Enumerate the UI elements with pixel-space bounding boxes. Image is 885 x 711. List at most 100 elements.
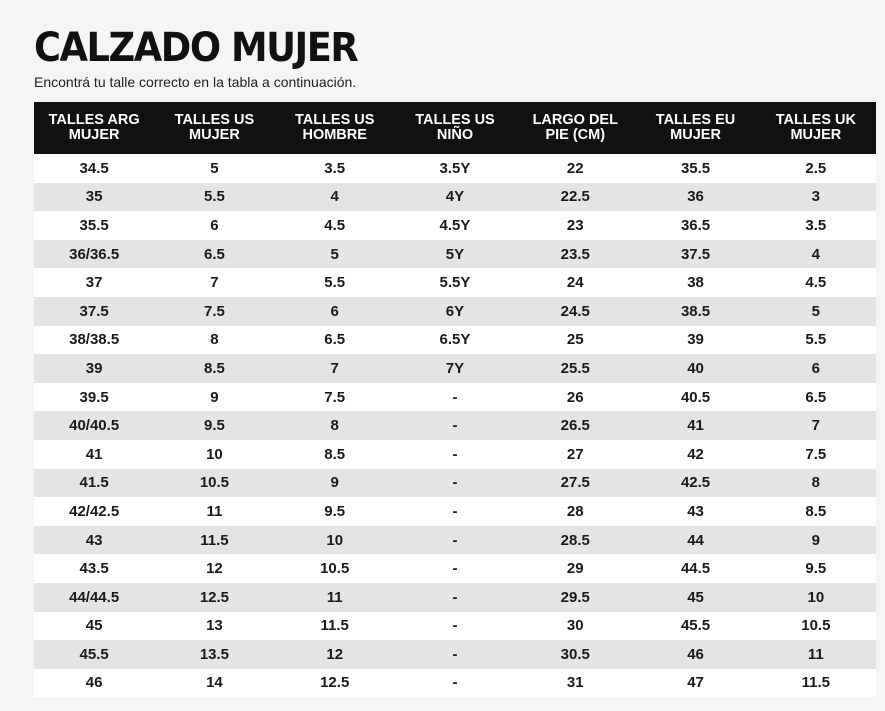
header-largo-del-pie: LARGO DEL PIE (CM) (515, 102, 636, 154)
table-cell: 22 (515, 154, 636, 183)
table-cell: 40 (635, 354, 756, 383)
table-cell: 34.5 (34, 154, 155, 183)
table-cell: 43 (34, 525, 155, 555)
table-cell: 39.5 (34, 382, 155, 412)
table-cell: 10 (274, 525, 395, 555)
table-cell: 12.5 (154, 582, 275, 612)
table-cell: 7 (755, 411, 876, 440)
table-header-row: TALLES ARG MUJER TALLES US MUJER TALLES US… (34, 102, 876, 154)
table-cell: 36.5 (635, 211, 756, 240)
table-cell: - (394, 497, 516, 526)
table-cell: 46 (635, 640, 756, 669)
table-cell: 12 (154, 554, 275, 583)
table-cell: 12.5 (274, 668, 395, 698)
table-row: 39.5 9 7.5-26 40.5 6.5 (34, 382, 876, 412)
table-cell: 9.5 (274, 497, 395, 526)
table-cell: 3.5 (274, 154, 395, 183)
table-cell: 40.5 (635, 382, 756, 412)
table-cell: 9 (755, 525, 876, 555)
table-cell: 29.5 (515, 582, 636, 612)
table-cell: 26 (515, 382, 636, 412)
table-cell: 25 (515, 325, 636, 355)
table-cell: 11 (274, 582, 395, 612)
table-cell: 24 (515, 268, 636, 297)
table-row: 38/38.5 8 6.5 6.5Y 25 39 5.5 (34, 325, 876, 355)
table-cell: 4.5 (755, 268, 876, 297)
table-cell: 3.5Y (394, 154, 516, 183)
table-cell: 8.5 (755, 497, 876, 526)
table-cell: 6Y (394, 296, 516, 326)
table-cell: 38/38.5 (34, 325, 155, 355)
table-cell: - (394, 525, 516, 555)
table-cell: 8.5 (154, 354, 275, 383)
header-talles-us-hombre: TALLES US HOMBRE (274, 102, 395, 154)
table-cell: 28.5 (515, 525, 636, 555)
table-row: 35.5 6 4.5 4.5Y 23 36.5 3.5 (34, 211, 876, 240)
table-cell: 22.5 (515, 182, 636, 212)
table-cell: 6.5 (274, 325, 395, 355)
table-cell: 37 (34, 268, 155, 297)
table-cell: 6 (755, 354, 876, 383)
table-cell: 5 (755, 296, 876, 326)
table-cell: 6 (274, 296, 395, 326)
table-cell: 35.5 (34, 211, 155, 240)
table-cell: 4.5Y (394, 211, 516, 240)
table-cell: 10 (154, 439, 275, 469)
table-cell: - (394, 382, 516, 412)
table-cell: - (394, 611, 516, 641)
table-row: 34.5 5 3.5 3.5Y 22 35.5 2.5 (34, 154, 876, 183)
table-cell: 9 (274, 468, 395, 498)
table-cell: 7 (274, 354, 395, 383)
table-cell: 5Y (394, 239, 516, 269)
table-row: 37.5 7.5 6 6Y 24.5 38.5 5 (34, 296, 876, 326)
size-chart: CALZADO MUJER Encontrá tu talle correcto… (34, 26, 876, 698)
table-cell: 41 (34, 439, 155, 469)
table-cell: 39 (34, 354, 155, 383)
table-cell: 44/44.5 (34, 582, 155, 612)
table-cell: 25.5 (515, 354, 636, 383)
table-cell: 30.5 (515, 640, 636, 669)
table-cell: 5.5 (274, 268, 395, 297)
table-cell: 29 (515, 554, 636, 583)
table-cell: 42/42.5 (34, 497, 155, 526)
header-talles-arg-mujer: TALLES ARG MUJER (34, 102, 155, 154)
table-cell: 44 (635, 525, 756, 555)
table-cell: 37.5 (635, 239, 756, 269)
table-row: 41 10 8.5-27 42 7.5 (34, 439, 876, 469)
table-cell: 9.5 (154, 411, 275, 440)
table-row: 39 8.5 7 7Y 25.5 40 6 (34, 354, 876, 383)
table-cell: 6.5 (755, 382, 876, 412)
table-cell: - (394, 411, 516, 440)
table-row: 40/40.5 9.5 8-26.5 41 7 (34, 411, 876, 440)
table-cell: 41.5 (34, 468, 155, 498)
table-row: 37 7 5.5 5.5Y 24 38 4.5 (34, 268, 876, 297)
table-row: 42/42.5 11 9.5-28 43 8.5 (34, 497, 876, 526)
table-cell: 41 (635, 411, 756, 440)
table-cell: 4Y (394, 182, 516, 212)
table-row: 35 5.5 4 4Y 22.5 36 3 (34, 182, 876, 212)
table-cell: 6.5 (154, 239, 275, 269)
header-talles-eu-mujer: TALLES EU MUJER (635, 102, 756, 154)
table-cell: 6 (154, 211, 275, 240)
table-row: 45 13 11.5-30 45.5 10.5 (34, 611, 876, 641)
table-cell: 8.5 (274, 439, 395, 469)
table-row: 43 11.5 10-28.5 44 9 (34, 525, 876, 555)
table-cell: 45 (34, 611, 155, 641)
table-cell: 42 (635, 439, 756, 469)
table-row: 45.5 13.5 12-30.5 46 11 (34, 640, 876, 669)
table-cell: 7.5 (154, 296, 275, 326)
table-cell: 44.5 (635, 554, 756, 583)
table-cell: 5.5 (154, 182, 275, 212)
table-cell: 46 (34, 668, 155, 698)
table-cell: 4 (755, 239, 876, 269)
table-cell: 13.5 (154, 640, 275, 669)
table-cell: 23 (515, 211, 636, 240)
table-cell: 38.5 (635, 296, 756, 326)
table-row: 46 14 12.5-31 47 11.5 (34, 668, 876, 698)
table-cell: 35.5 (635, 154, 756, 183)
table-cell: 43 (635, 497, 756, 526)
table-cell: 11 (755, 640, 876, 669)
table-cell: 7.5 (755, 439, 876, 469)
table-row: 43.5 12 10.5-29 44.5 9.5 (34, 554, 876, 583)
table-cell: 12 (274, 640, 395, 669)
